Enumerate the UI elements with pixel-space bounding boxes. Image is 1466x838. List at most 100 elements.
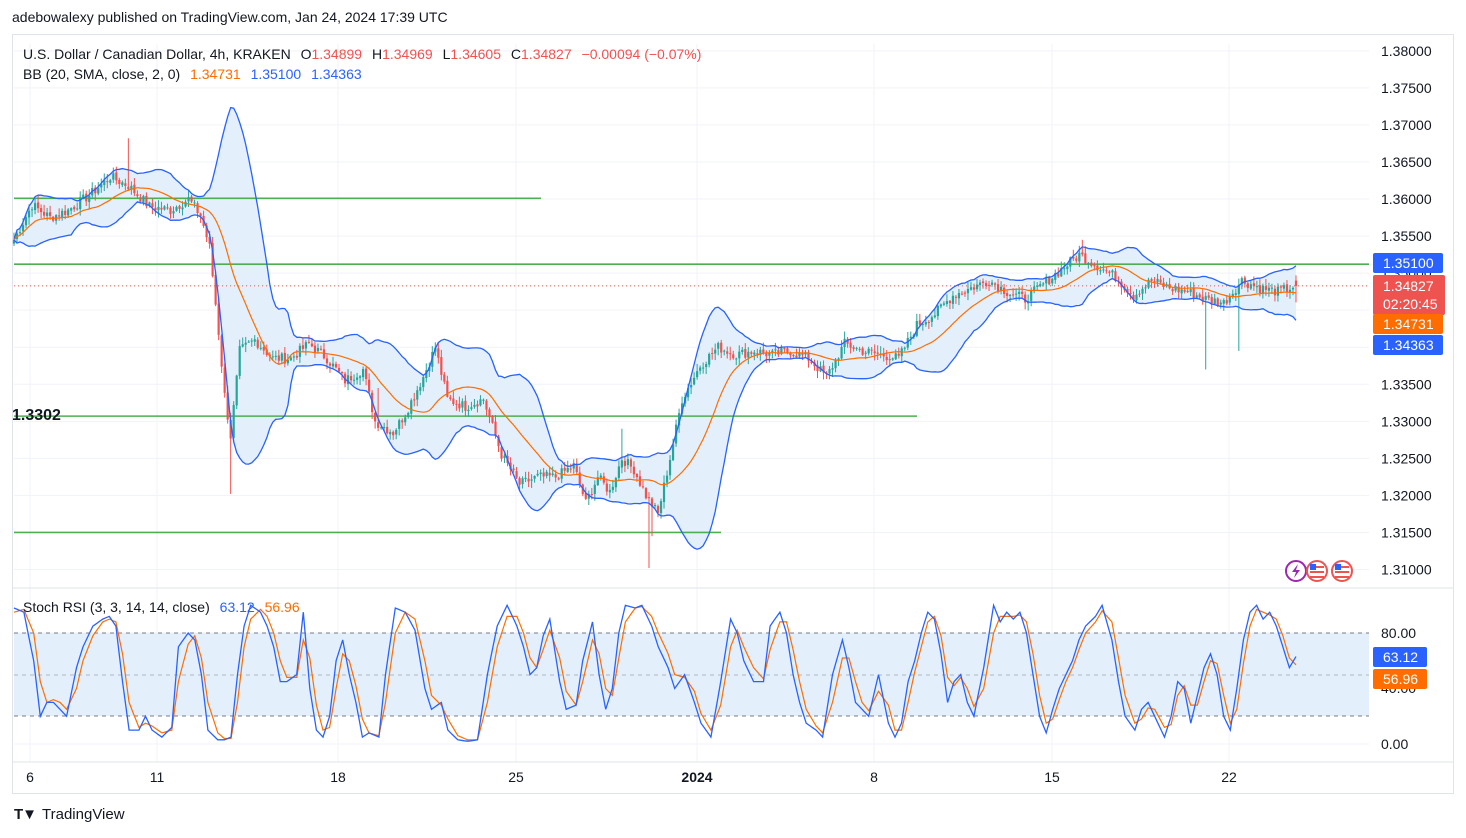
candle-body	[1201, 296, 1204, 301]
candle-body	[831, 368, 834, 370]
candle-body	[232, 404, 235, 438]
candle-body	[503, 455, 506, 458]
time-tick: 22	[1221, 769, 1237, 785]
candle-body	[494, 421, 497, 436]
candle-body	[711, 353, 714, 355]
candle-body	[313, 345, 317, 353]
candle-body	[1129, 292, 1132, 295]
candle-body	[259, 347, 262, 349]
candle-body	[1015, 293, 1018, 295]
candle-body	[515, 471, 518, 478]
chart-frame	[12, 34, 1454, 794]
candle-body	[668, 459, 672, 476]
candle-body	[750, 352, 753, 354]
candle-body	[774, 349, 777, 351]
candle-body	[1171, 289, 1174, 292]
candle-body	[647, 497, 651, 499]
candle-body	[136, 194, 139, 197]
candle-body	[1005, 293, 1009, 296]
candle-body	[235, 375, 238, 406]
candle-body	[36, 202, 40, 209]
candle-body	[1078, 252, 1081, 262]
candle-body	[1183, 289, 1186, 292]
time-tick: 18	[330, 769, 346, 785]
candle-body	[88, 195, 91, 202]
candle-body	[425, 370, 428, 379]
candle-body	[220, 335, 223, 367]
candle-body	[747, 351, 750, 358]
candle-body	[1177, 286, 1180, 293]
candle-body	[1030, 290, 1033, 301]
candle-body	[154, 207, 157, 211]
footer-brand[interactable]: T▼ TradingView	[14, 806, 125, 823]
candle-body	[115, 172, 118, 181]
candle-body	[569, 468, 572, 470]
candle-body	[714, 349, 717, 354]
candle-body	[286, 359, 289, 364]
candle-body	[238, 346, 241, 376]
candle-body	[948, 300, 952, 304]
candle-body	[1144, 287, 1147, 289]
candle-body	[364, 368, 368, 379]
candle-body	[699, 367, 702, 371]
candle-body	[521, 478, 524, 485]
candle-body	[918, 320, 921, 325]
candle-body	[735, 358, 738, 360]
candle-body	[301, 345, 305, 349]
candle-body	[33, 203, 37, 211]
legend-bb-upper: 1.35100	[251, 66, 302, 82]
candle-body	[512, 468, 515, 471]
candle-body	[744, 348, 747, 358]
candle-body	[1084, 253, 1087, 264]
candle-body	[163, 206, 166, 210]
candle-body	[963, 292, 967, 294]
candle-body	[262, 347, 265, 351]
candle-body	[223, 367, 226, 393]
candle-body	[1255, 286, 1258, 288]
candle-body	[930, 317, 933, 322]
candle-body	[407, 412, 410, 418]
candle-body	[1024, 294, 1027, 303]
candle-body	[641, 486, 645, 488]
badge-basis: 1.34731	[1373, 314, 1443, 334]
time-tick: 8	[870, 769, 878, 785]
event-icons[interactable]	[1285, 560, 1353, 582]
candle-body	[76, 208, 79, 210]
candle-body	[936, 305, 939, 317]
candle-body	[497, 436, 500, 447]
candle-body	[578, 472, 581, 485]
candle-body	[795, 355, 798, 358]
candle-body	[334, 363, 338, 368]
candle-body	[148, 202, 151, 206]
candle-body	[1156, 278, 1159, 283]
candle-body	[1225, 300, 1228, 304]
time-tick: 25	[508, 769, 524, 785]
stoch-tick-0: 0.00	[1381, 736, 1408, 752]
candle-body	[753, 352, 756, 355]
time-axis: 6 11 18 25 2024 8 15 22	[26, 769, 1237, 785]
level-label: 1.3302	[12, 407, 61, 424]
candle-body	[100, 184, 103, 188]
candle-body	[717, 343, 720, 349]
candle-body	[377, 422, 380, 428]
candle-body	[1093, 265, 1096, 267]
candle-body	[1267, 287, 1271, 291]
candle-body	[861, 348, 864, 355]
price-tick: 1.33500	[1381, 376, 1432, 392]
candle-body	[277, 355, 280, 361]
candle-body	[563, 467, 566, 471]
candle-body	[855, 347, 858, 349]
bollinger-basis-line	[13, 187, 1297, 486]
candle-body	[1018, 291, 1021, 294]
candle-body	[82, 194, 85, 198]
candle-body	[1081, 252, 1084, 255]
candle-body	[882, 353, 885, 357]
badge-lower: 1.34363	[1373, 335, 1443, 355]
candle-body	[575, 464, 578, 473]
lightning-glyph	[1292, 564, 1300, 578]
candle-body	[1099, 270, 1102, 272]
candle-body	[358, 376, 362, 378]
candle-body	[1237, 284, 1240, 295]
svg-text:63.12: 63.12	[1383, 649, 1418, 665]
